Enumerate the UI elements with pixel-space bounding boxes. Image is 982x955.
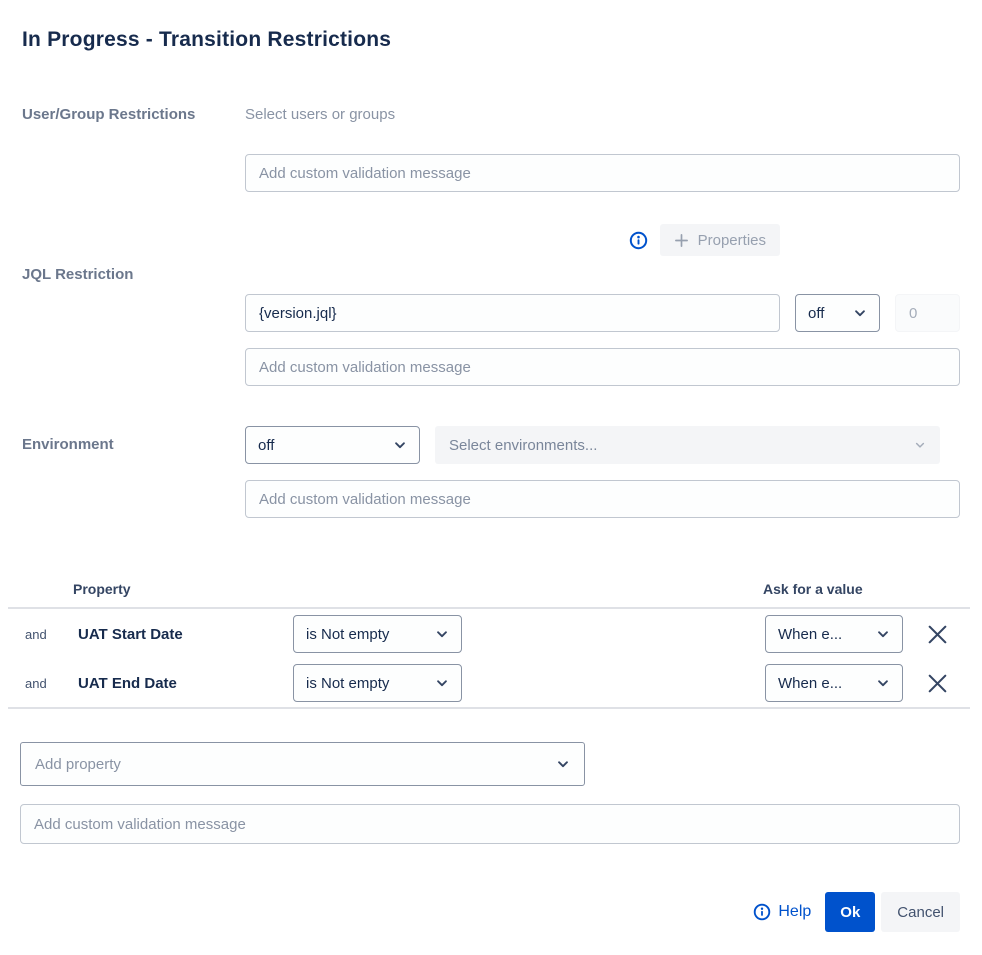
user-group-label: User/Group Restrictions (22, 106, 196, 123)
environment-select[interactable]: Select environments... (435, 426, 940, 464)
condition-value: is Not empty (306, 625, 390, 643)
remove-row-button[interactable] (923, 620, 952, 649)
column-header-property: Property (73, 581, 131, 597)
properties-table-header: Property Ask for a value (8, 581, 970, 609)
jql-row: off (245, 294, 982, 332)
user-group-row: User/Group Restrictions Select users or … (22, 105, 960, 125)
page-title: In Progress - Transition Restrictions (22, 28, 392, 51)
ask-value-select[interactable]: When e... (765, 615, 903, 653)
jql-restriction-input[interactable] (245, 294, 780, 332)
chevron-down-icon (915, 442, 925, 448)
jql-count-input[interactable] (895, 294, 960, 332)
help-label: Help (778, 903, 812, 920)
environment-toggle-select[interactable]: off (245, 426, 420, 464)
jql-label-row: JQL Restriction (22, 227, 960, 285)
add-property-select[interactable]: Add property (20, 742, 585, 786)
user-group-select[interactable]: Select users or groups (245, 106, 396, 123)
user-group-validation-input[interactable] (245, 154, 960, 192)
ok-button[interactable]: Ok (825, 892, 876, 932)
table-row: and UAT Start Date is Not empty When e..… (8, 609, 970, 659)
condition-value: is Not empty (306, 674, 390, 692)
property-name: UAT Start Date (78, 625, 183, 643)
chevron-down-icon (855, 310, 865, 317)
remove-row-button[interactable] (923, 669, 952, 698)
close-icon (928, 625, 947, 643)
ask-value: When e... (778, 674, 843, 692)
environment-select-placeholder: Select environments... (449, 436, 598, 454)
table-row: and UAT End Date is Not empty When e... (8, 659, 970, 709)
dialog-footer: Help Ok Cancel (22, 892, 960, 932)
add-property-placeholder: Add property (35, 755, 121, 773)
environment-validation-input[interactable] (245, 480, 960, 518)
close-icon (928, 674, 947, 692)
properties-button-label: Properties (697, 231, 766, 249)
environment-row: Environment off Select environments... (22, 426, 960, 464)
properties-button[interactable]: Properties (659, 224, 780, 256)
column-header-ask-for-a-value: Ask for a value (763, 581, 863, 597)
condition-select[interactable]: is Not empty (293, 615, 462, 653)
info-button[interactable] (629, 231, 648, 250)
jql-validation-input[interactable] (245, 348, 960, 386)
ask-value-select[interactable]: When e... (765, 664, 903, 702)
properties-toolbar: Properties (245, 224, 780, 256)
chevron-down-icon (558, 761, 568, 768)
chevron-down-icon (878, 631, 888, 638)
help-link[interactable]: Help (753, 903, 811, 921)
properties-table: Property Ask for a value and UAT Start D… (8, 581, 970, 709)
table-validation-input[interactable] (20, 804, 960, 844)
chevron-down-icon (437, 631, 447, 638)
ask-value: When e... (778, 625, 843, 643)
condition-select[interactable]: is Not empty (293, 664, 462, 702)
jql-toggle-select[interactable]: off (795, 294, 880, 332)
chevron-down-icon (437, 680, 447, 687)
conjunction-label: and (25, 626, 47, 642)
chevron-down-icon (395, 442, 405, 449)
environment-toggle-value: off (258, 436, 275, 454)
info-icon (754, 903, 771, 921)
plus-icon (674, 233, 688, 247)
info-icon (629, 231, 647, 249)
jql-toggle-value: off (808, 304, 825, 322)
chevron-down-icon (878, 680, 888, 687)
property-name: UAT End Date (78, 674, 177, 692)
jql-label: JQL Restriction (22, 266, 134, 283)
environment-label: Environment (22, 436, 114, 453)
cancel-button[interactable]: Cancel (881, 892, 960, 932)
conjunction-label: and (25, 675, 47, 691)
